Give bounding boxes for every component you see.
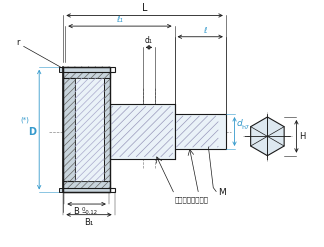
Text: −0.12: −0.12 — [82, 210, 98, 215]
Bar — [64, 67, 115, 72]
Text: r: r — [16, 38, 20, 47]
Bar — [64, 67, 110, 78]
Bar — [59, 67, 110, 72]
Text: D: D — [28, 126, 36, 137]
Bar — [64, 112, 110, 151]
Bar — [104, 78, 110, 181]
Bar — [75, 78, 104, 181]
Text: 0: 0 — [82, 207, 85, 212]
Bar — [64, 181, 110, 192]
Text: H: H — [299, 132, 306, 141]
Bar — [59, 187, 110, 192]
Text: ℓ: ℓ — [203, 26, 207, 35]
Text: d₁: d₁ — [145, 37, 153, 45]
Text: B₁: B₁ — [84, 218, 94, 226]
Text: グリースニップル: グリースニップル — [175, 197, 209, 204]
Bar — [64, 187, 115, 192]
Bar — [64, 78, 75, 181]
Text: h7: h7 — [241, 125, 249, 130]
Text: d: d — [237, 119, 242, 128]
Polygon shape — [251, 117, 284, 156]
Text: M: M — [218, 188, 226, 197]
Bar — [175, 114, 226, 149]
Text: ℓ₁: ℓ₁ — [117, 15, 123, 24]
Text: (*): (*) — [21, 117, 29, 123]
Text: L: L — [142, 2, 147, 13]
Bar — [64, 67, 110, 192]
Text: B: B — [73, 207, 79, 216]
Bar — [110, 104, 175, 159]
